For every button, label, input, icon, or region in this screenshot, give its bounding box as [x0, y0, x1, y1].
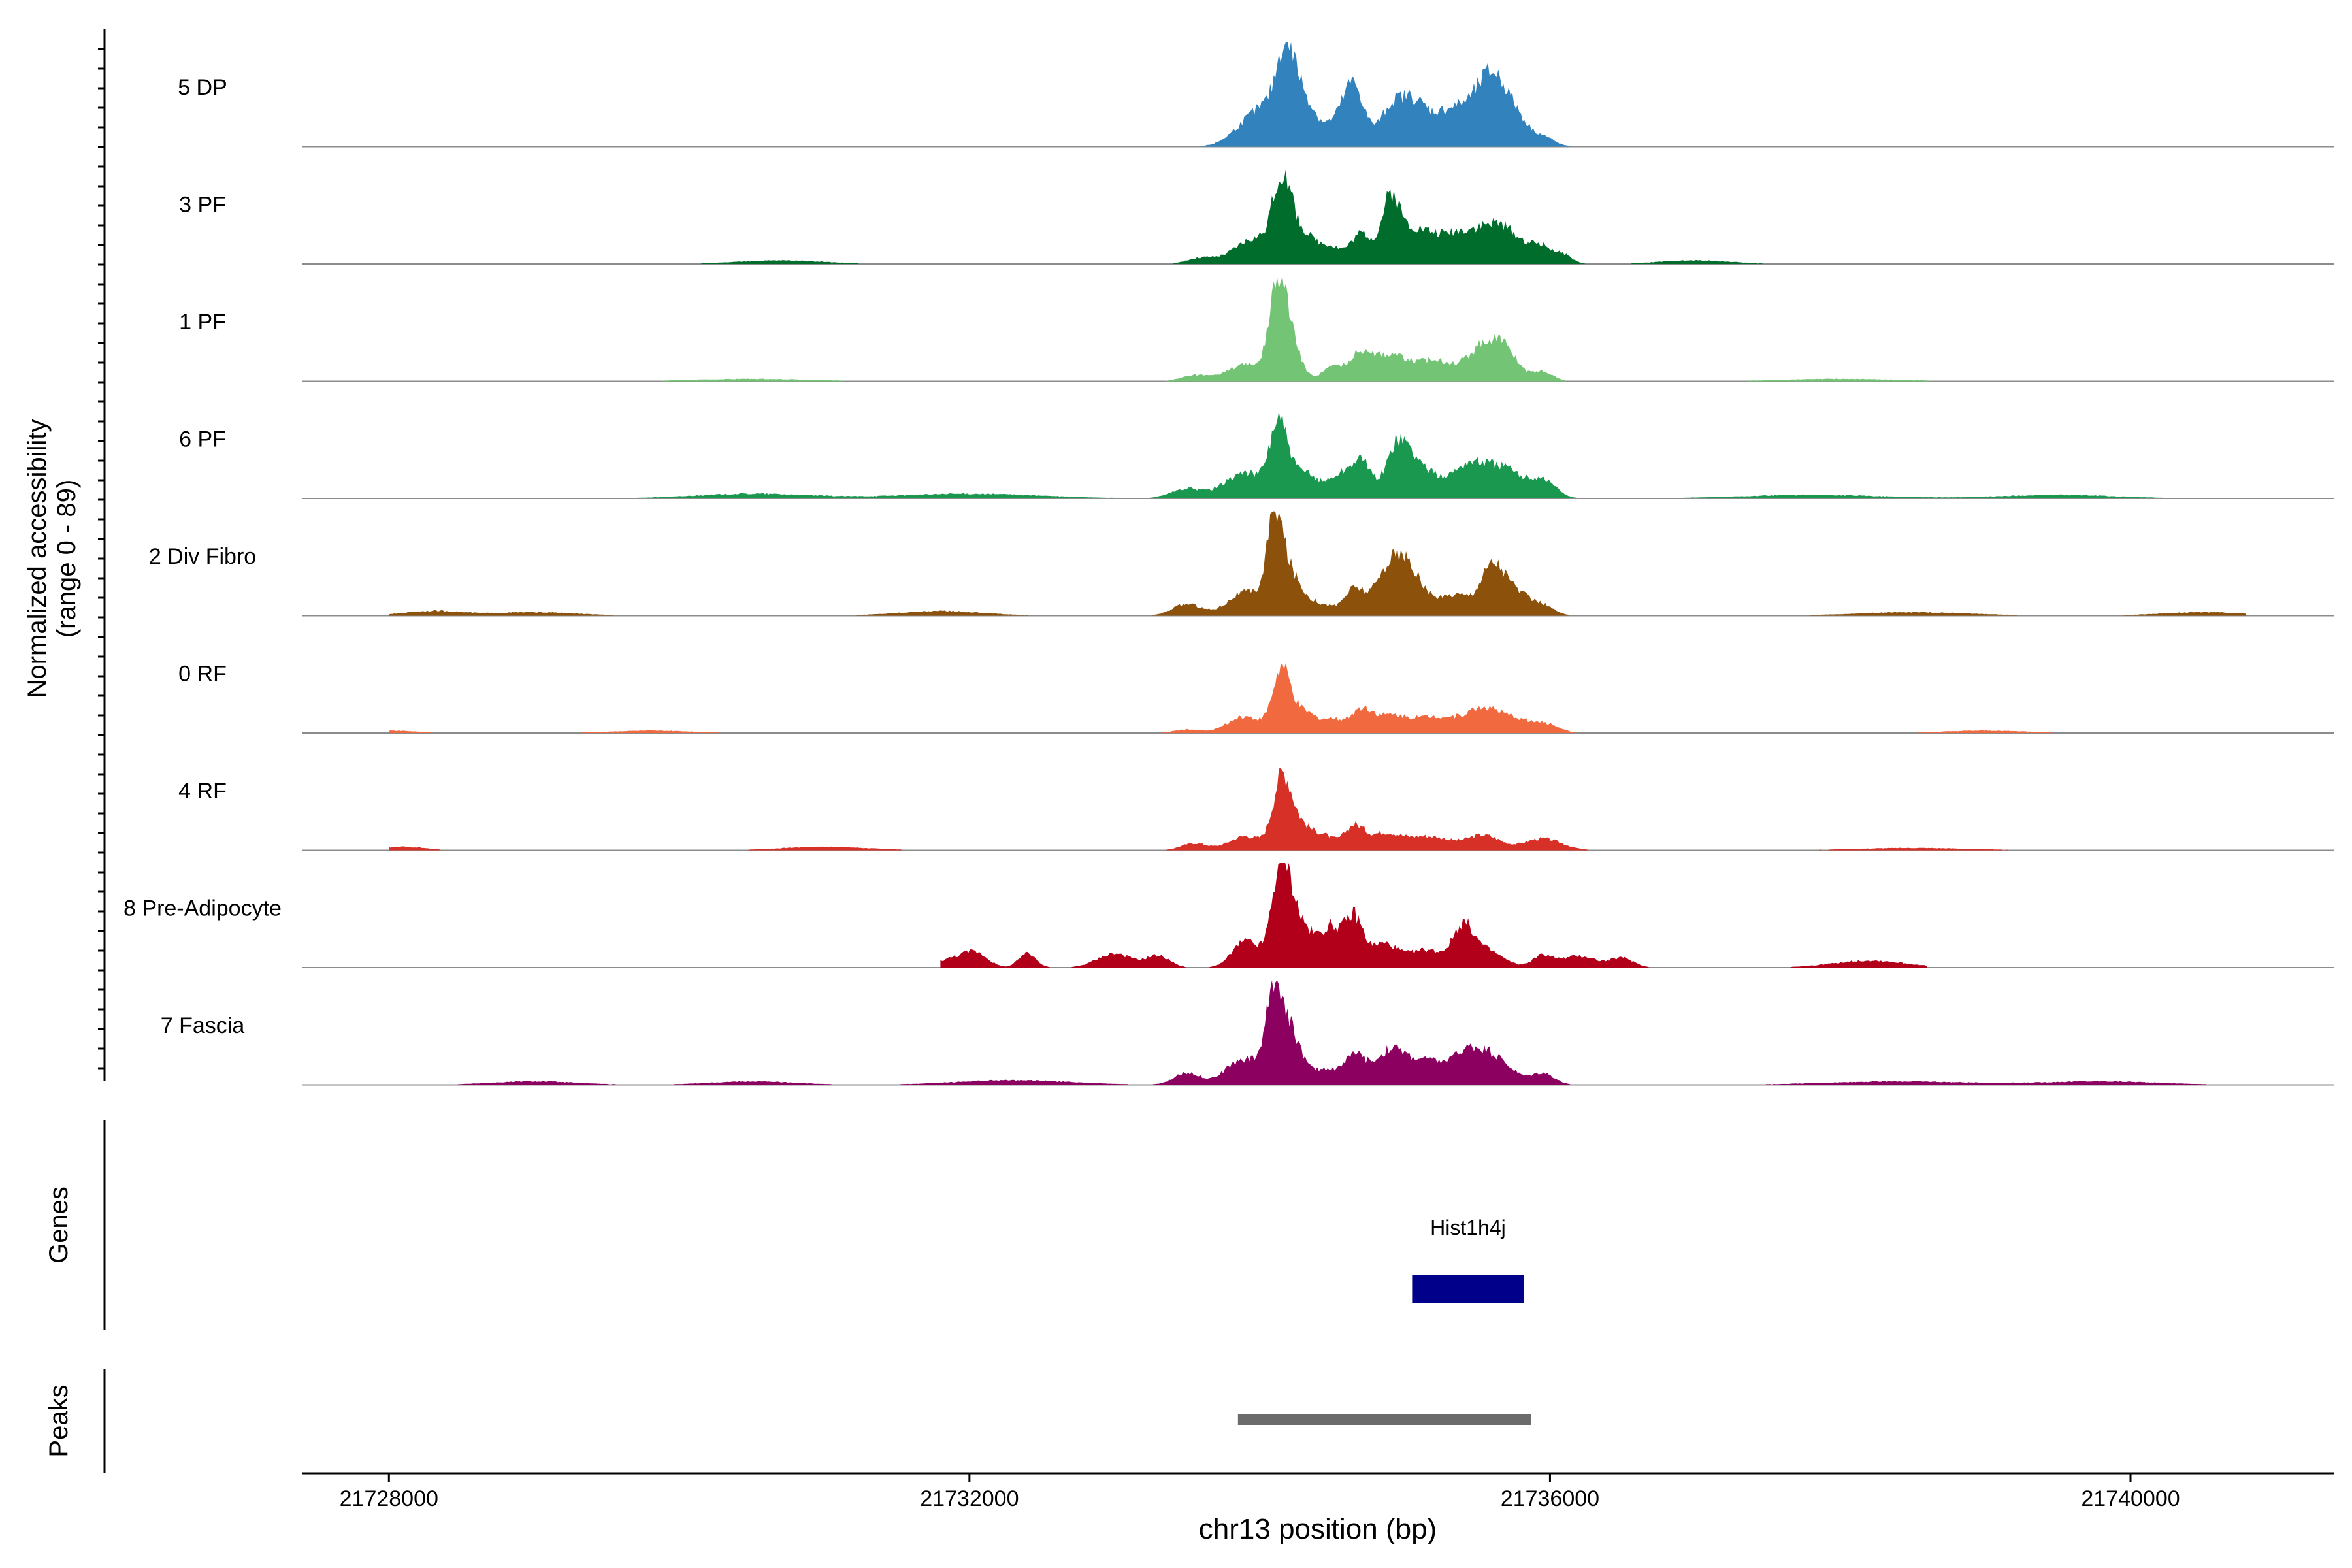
x-axis-ticks: 21728000 21732000 21736000 21740000	[340, 1473, 2180, 1511]
peak-region	[1237, 1414, 1531, 1425]
y-axis-label-line2: (range 0 - 89)	[52, 480, 81, 638]
coverage-tracks: 5 DP 3 PF 1 PF 6 PF 2 Div Fibro 0 RF 4 RF 8 Pre…	[123, 42, 2334, 1086]
track-area	[389, 411, 2247, 498]
track-label: 8 Pre-Adipocyte	[123, 896, 282, 921]
peaks-axis-label: Peaks	[44, 1384, 73, 1457]
track-4-rf: 4 RF	[178, 768, 2334, 851]
track-7-fascia: 7 Fascia	[161, 980, 2334, 1086]
peaks-track	[1237, 1414, 1531, 1425]
genes-axis-label: Genes	[44, 1186, 73, 1264]
track-area	[389, 169, 2247, 264]
track-label: 6 PF	[179, 427, 226, 452]
track-area	[389, 511, 2247, 616]
track-1-pf: 1 PF	[179, 276, 2334, 382]
track-label: 4 RF	[178, 779, 227, 804]
track-area	[389, 276, 2247, 382]
x-tick-label: 21736000	[1501, 1486, 1599, 1511]
genes-track: Hist1h4j	[1412, 1216, 1524, 1303]
coverage-y-axis-ticks	[98, 48, 105, 1070]
track-area	[389, 42, 2247, 147]
track-area	[389, 768, 2247, 851]
track-label: 5 DP	[178, 75, 227, 100]
track-label: 1 PF	[179, 310, 226, 335]
y-axis-label-line1: Normalized accessibility	[23, 419, 52, 698]
track-label: 7 Fascia	[161, 1013, 245, 1038]
track-2-div-fibro: 2 Div Fibro	[149, 511, 2334, 617]
track-label: 3 PF	[179, 193, 226, 218]
x-tick-label: 21732000	[920, 1486, 1019, 1511]
track-label: 0 RF	[178, 662, 227, 687]
track-6-pf: 6 PF	[179, 411, 2334, 499]
track-label: 2 Div Fibro	[149, 544, 256, 569]
x-tick-label: 21728000	[340, 1486, 438, 1511]
track-8-pre-adipocyte: 8 Pre-Adipocyte	[123, 863, 2334, 968]
gene-body	[1412, 1275, 1524, 1303]
track-area	[389, 662, 2247, 733]
gene-label: Hist1h4j	[1430, 1216, 1506, 1239]
x-axis-label: chr13 position (bp)	[1199, 1513, 1437, 1545]
track-area	[940, 863, 1927, 968]
track-5-dp: 5 DP	[178, 42, 2334, 148]
track-3-pf: 3 PF	[179, 169, 2334, 265]
track-area	[389, 980, 2247, 1085]
track-0-rf: 0 RF	[178, 662, 2334, 734]
x-tick-label: 21740000	[2081, 1486, 2180, 1511]
